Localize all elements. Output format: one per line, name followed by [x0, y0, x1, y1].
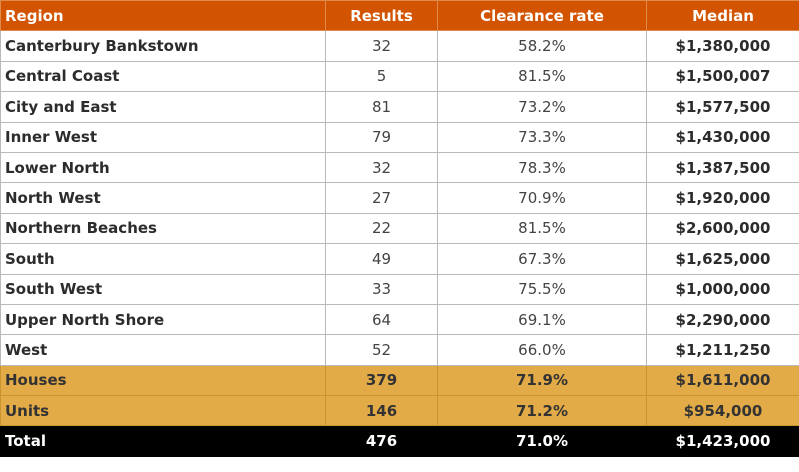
cell-results: 22 [325, 212, 438, 245]
cell-clearance-rate: 69.1% [437, 303, 647, 336]
column-header-median: Median [646, 0, 799, 32]
total-row: Total 476 71.0% $1,423,000 [0, 425, 799, 457]
cell-median: $1,430,000 [646, 121, 799, 153]
summary-row-houses: Houses 379 71.9% $1,611,000 [0, 364, 799, 397]
table-row: Inner West 79 73.3% $1,430,000 [0, 121, 799, 153]
cell-region: West [0, 334, 326, 366]
cell-results: 476 [325, 425, 438, 457]
cell-clearance-rate: 71.9% [437, 364, 647, 397]
table-row: South 49 67.3% $1,625,000 [0, 243, 799, 275]
cell-clearance-rate: 66.0% [437, 334, 647, 366]
cell-region: South West [0, 273, 326, 305]
cell-clearance-rate: 73.3% [437, 121, 647, 153]
cell-results: 79 [325, 121, 438, 153]
cell-results: 32 [325, 30, 438, 62]
cell-clearance-rate: 67.3% [437, 243, 647, 275]
cell-clearance-rate: 71.2% [437, 395, 647, 427]
cell-region: Houses [0, 364, 326, 397]
cell-results: 146 [325, 395, 438, 427]
cell-clearance-rate: 81.5% [437, 60, 647, 93]
column-header-region: Region [0, 0, 326, 32]
cell-median: $1,611,000 [646, 364, 799, 397]
cell-median: $1,387,500 [646, 151, 799, 184]
cell-region: Total [0, 425, 326, 457]
cell-clearance-rate: 58.2% [437, 30, 647, 62]
cell-clearance-rate: 75.5% [437, 273, 647, 305]
cell-region: North West [0, 182, 326, 214]
cell-region: City and East [0, 91, 326, 123]
table-row: Canterbury Bankstown 32 58.2% $1,380,000 [0, 30, 799, 62]
cell-region: Central Coast [0, 60, 326, 93]
table-row: Lower North 32 78.3% $1,387,500 [0, 151, 799, 184]
table-row: Northern Beaches 22 81.5% $2,600,000 [0, 212, 799, 245]
cell-results: 379 [325, 364, 438, 397]
cell-results: 33 [325, 273, 438, 305]
column-header-clearance-rate: Clearance rate [437, 0, 647, 32]
cell-median: $1,577,500 [646, 91, 799, 123]
cell-results: 64 [325, 303, 438, 336]
table-row: Central Coast 5 81.5% $1,500,007 [0, 60, 799, 93]
cell-region: Upper North Shore [0, 303, 326, 336]
cell-median: $2,290,000 [646, 303, 799, 336]
table-row: Upper North Shore 64 69.1% $2,290,000 [0, 303, 799, 336]
cell-region: Canterbury Bankstown [0, 30, 326, 62]
cell-median: $1,211,250 [646, 334, 799, 366]
cell-region: Inner West [0, 121, 326, 153]
cell-region: Lower North [0, 151, 326, 184]
table-row: South West 33 75.5% $1,000,000 [0, 273, 799, 305]
cell-results: 27 [325, 182, 438, 214]
table-body: Canterbury Bankstown 32 58.2% $1,380,000… [0, 30, 799, 457]
summary-row-units: Units 146 71.2% $954,000 [0, 395, 799, 427]
table-header-row: Region Results Clearance rate Median [0, 0, 799, 32]
table-row: City and East 81 73.2% $1,577,500 [0, 91, 799, 123]
cell-region: South [0, 243, 326, 275]
cell-results: 5 [325, 60, 438, 93]
cell-median: $1,500,007 [646, 60, 799, 93]
cell-clearance-rate: 71.0% [437, 425, 647, 457]
cell-median: $1,000,000 [646, 273, 799, 305]
cell-median: $1,920,000 [646, 182, 799, 214]
column-header-results: Results [325, 0, 438, 32]
auction-results-table: Region Results Clearance rate Median Can… [0, 0, 799, 457]
cell-clearance-rate: 70.9% [437, 182, 647, 214]
cell-region: Units [0, 395, 326, 427]
cell-clearance-rate: 73.2% [437, 91, 647, 123]
cell-median: $1,423,000 [646, 425, 799, 457]
cell-median: $2,600,000 [646, 212, 799, 245]
table-row: North West 27 70.9% $1,920,000 [0, 182, 799, 214]
cell-median: $954,000 [646, 395, 799, 427]
cell-clearance-rate: 81.5% [437, 212, 647, 245]
cell-clearance-rate: 78.3% [437, 151, 647, 184]
cell-results: 52 [325, 334, 438, 366]
cell-results: 49 [325, 243, 438, 275]
cell-region: Northern Beaches [0, 212, 326, 245]
cell-results: 32 [325, 151, 438, 184]
cell-median: $1,380,000 [646, 30, 799, 62]
cell-median: $1,625,000 [646, 243, 799, 275]
cell-results: 81 [325, 91, 438, 123]
table-row: West 52 66.0% $1,211,250 [0, 334, 799, 366]
